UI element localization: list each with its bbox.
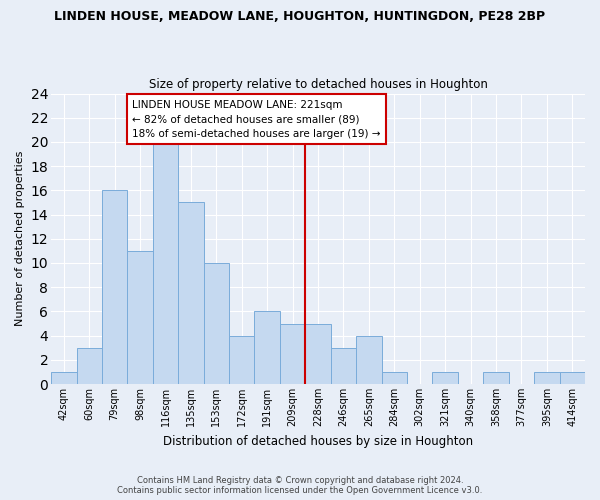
Y-axis label: Number of detached properties: Number of detached properties (15, 151, 25, 326)
Bar (305, 324, 331, 384)
Bar (178, 202, 203, 384)
Bar (484, 372, 509, 384)
Title: Size of property relative to detached houses in Houghton: Size of property relative to detached ho… (149, 78, 487, 91)
Bar (560, 372, 585, 384)
Bar (382, 372, 407, 384)
Bar (77, 348, 102, 384)
Text: Contains HM Land Registry data © Crown copyright and database right 2024.
Contai: Contains HM Land Registry data © Crown c… (118, 476, 482, 495)
Bar (203, 263, 229, 384)
Bar (356, 336, 382, 384)
Bar (153, 142, 178, 384)
Bar (229, 336, 254, 384)
Bar (51, 372, 77, 384)
Bar (433, 372, 458, 384)
Bar (102, 190, 127, 384)
Bar (331, 348, 356, 384)
Bar (280, 324, 305, 384)
X-axis label: Distribution of detached houses by size in Houghton: Distribution of detached houses by size … (163, 434, 473, 448)
Text: LINDEN HOUSE MEADOW LANE: 221sqm
← 82% of detached houses are smaller (89)
18% o: LINDEN HOUSE MEADOW LANE: 221sqm ← 82% o… (133, 100, 381, 139)
Text: LINDEN HOUSE, MEADOW LANE, HOUGHTON, HUNTINGDON, PE28 2BP: LINDEN HOUSE, MEADOW LANE, HOUGHTON, HUN… (55, 10, 545, 23)
Bar (534, 372, 560, 384)
Bar (127, 251, 153, 384)
Bar (254, 312, 280, 384)
